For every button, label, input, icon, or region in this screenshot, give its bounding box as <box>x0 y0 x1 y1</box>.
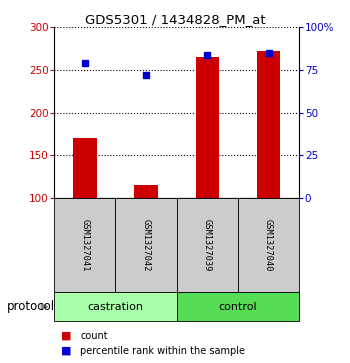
Text: ■: ■ <box>61 331 72 341</box>
Text: percentile rank within the sample: percentile rank within the sample <box>80 346 245 356</box>
Text: GDS5301 / 1434828_PM_at: GDS5301 / 1434828_PM_at <box>85 13 265 26</box>
Text: ■: ■ <box>61 346 72 356</box>
Text: GSM1327039: GSM1327039 <box>203 219 212 271</box>
Text: GSM1327042: GSM1327042 <box>142 219 150 271</box>
Text: GSM1327040: GSM1327040 <box>264 219 273 271</box>
Bar <box>196 57 219 198</box>
Text: protocol: protocol <box>7 300 55 313</box>
Text: castration: castration <box>88 302 144 312</box>
Text: count: count <box>80 331 108 341</box>
Bar <box>73 138 97 198</box>
Text: GSM1327041: GSM1327041 <box>80 219 89 271</box>
Bar <box>134 185 158 198</box>
Text: control: control <box>219 302 257 312</box>
Bar <box>257 51 280 198</box>
